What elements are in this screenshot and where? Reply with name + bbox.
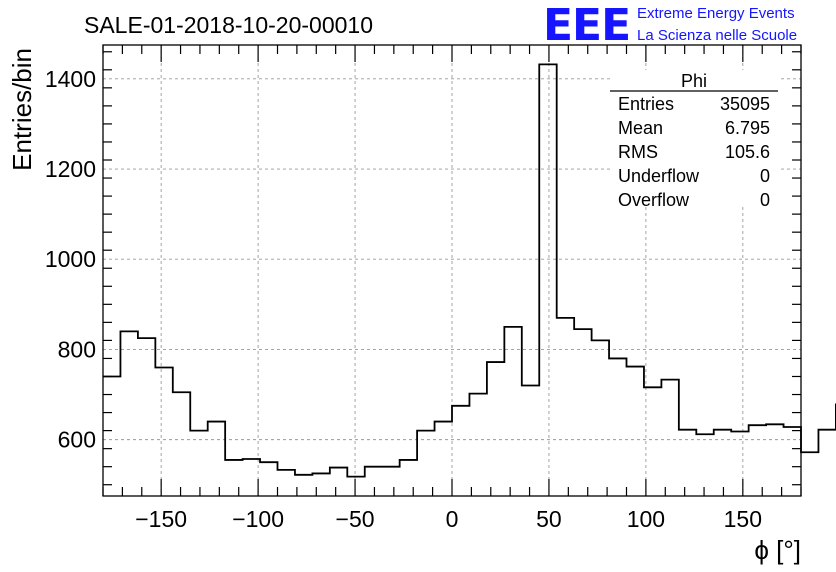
- brand-line-1: Extreme Energy Events: [637, 5, 795, 22]
- stats-value: 105.6: [725, 142, 770, 162]
- histogram-bin: [539, 64, 556, 496]
- histogram-bin: [312, 473, 329, 496]
- histogram-bin: [627, 367, 644, 496]
- plot-frame: [102, 44, 802, 497]
- histogram-bin: [557, 318, 574, 496]
- histogram-bin: [644, 387, 661, 496]
- histogram-bin: [103, 376, 120, 496]
- histogram-bin: [574, 329, 591, 496]
- stats-title: Phi: [681, 71, 707, 91]
- x-tick-label: 150: [724, 506, 762, 532]
- histogram-bin: [592, 340, 609, 496]
- stats-value: 6.795: [725, 118, 770, 138]
- y-tick-label: 1400: [45, 66, 96, 92]
- x-tick-label: 0: [446, 506, 459, 532]
- histogram-bin: [225, 460, 242, 496]
- histogram-bin: [243, 459, 260, 496]
- chart-title: SALE-01-2018-10-20-00010: [84, 12, 373, 38]
- histogram-bin: [278, 470, 295, 496]
- y-tick-label: 600: [58, 427, 96, 453]
- x-tick-label: −50: [336, 506, 375, 532]
- histogram-bin: [609, 358, 626, 496]
- histogram-bin: [173, 392, 190, 496]
- histogram-bin: [504, 327, 521, 496]
- stats-label: Overflow: [618, 190, 690, 210]
- y-tick-label: 1200: [45, 156, 96, 182]
- histogram-bin: [522, 386, 539, 496]
- histogram-bin: [138, 338, 155, 496]
- brand-line-2: La Scienza nelle Scuole: [637, 27, 797, 44]
- x-axis-label: ϕ [°]: [754, 535, 801, 565]
- stats-value: 35095: [720, 94, 770, 114]
- y-tick-label: 800: [58, 336, 96, 362]
- histogram-bin: [190, 431, 207, 496]
- histogram-bin: [679, 430, 696, 496]
- x-tick-label: −150: [135, 506, 187, 532]
- histogram-bin: [801, 452, 818, 496]
- stats-value: 0: [760, 190, 770, 210]
- histogram-bin: [347, 477, 364, 496]
- stats-label: RMS: [618, 142, 658, 162]
- histogram-bin: [155, 367, 172, 496]
- histogram-bin: [487, 362, 504, 496]
- y-tick-labels: 600 800 1000 1200 1400: [45, 66, 96, 453]
- histogram-bin: [120, 331, 137, 496]
- histogram-bin: [208, 422, 225, 496]
- eee-logo: EEE: [543, 0, 630, 51]
- histogram-bin: [295, 475, 312, 496]
- axis-ticks: [102, 45, 802, 496]
- histogram-bin: [731, 432, 748, 496]
- stats-value: 0: [760, 166, 770, 186]
- histogram-bin: [696, 434, 713, 496]
- stats-label: Mean: [618, 118, 663, 138]
- histogram-bin: [784, 427, 801, 496]
- histogram-bin: [330, 468, 347, 496]
- y-axis-label: Entries/bin: [7, 48, 37, 171]
- grid: [103, 45, 801, 496]
- histogram-bin: [818, 430, 835, 496]
- histogram-bin: [365, 467, 382, 496]
- y-tick-label: 1000: [45, 246, 96, 272]
- histogram-line: [103, 63, 836, 478]
- histogram-bin: [452, 406, 469, 496]
- x-tick-label: 50: [536, 506, 562, 532]
- histogram-bin: [435, 422, 452, 496]
- stats-label: Entries: [618, 94, 674, 114]
- histogram-bin: [661, 380, 678, 496]
- x-tick-label: 100: [627, 506, 665, 532]
- stats-box: Phi Entries 35095 Mean 6.795 RMS 105.6 Underfl…: [610, 70, 778, 210]
- histogram-bin: [260, 462, 277, 496]
- x-tick-label: −100: [232, 506, 284, 532]
- histogram-bin: [714, 430, 731, 496]
- histogram-bin: [417, 431, 434, 496]
- histogram-bin: [469, 394, 486, 496]
- histogram-bin: [382, 467, 399, 496]
- histogram-bin: [766, 424, 783, 496]
- histogram-bin: [749, 425, 766, 496]
- histogram-bin: [400, 460, 417, 496]
- x-tick-labels: −150 −100 −50 0 50 100 150: [135, 506, 762, 532]
- stats-label: Underflow: [618, 166, 700, 186]
